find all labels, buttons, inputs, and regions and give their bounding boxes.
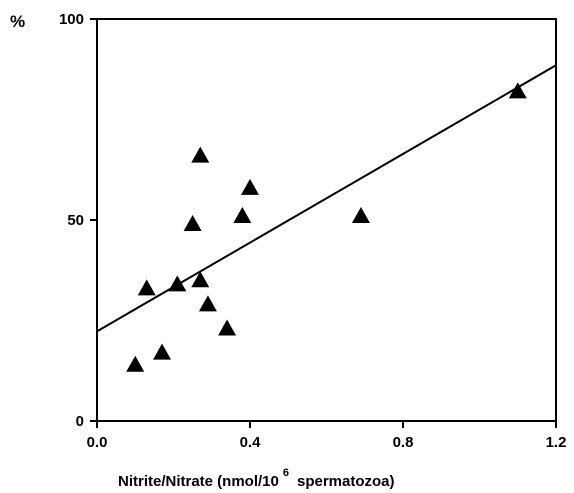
x-tick-label: 0.4 xyxy=(240,434,262,451)
axis-ticks xyxy=(90,18,557,428)
data-point-triangle xyxy=(153,343,172,360)
x-tick-label: 0.0 xyxy=(87,434,108,451)
data-point-triangle xyxy=(183,215,202,232)
x-axis-title: Nitrite/Nitrate (nmol/10 6 spermatozoa) xyxy=(118,467,395,490)
data-point-triangle xyxy=(351,206,370,223)
x-tick-label: 1.2 xyxy=(546,434,567,451)
data-point-triangle xyxy=(168,275,187,292)
x-axis-title-superscript: 6 xyxy=(283,467,289,479)
data-point-triangle xyxy=(233,206,252,223)
x-tick-label: 0.8 xyxy=(393,434,414,451)
y-tick-label: 100 xyxy=(59,11,84,28)
y-tick-label: 0 xyxy=(76,413,84,430)
y-axis-unit-label: % xyxy=(10,12,25,31)
data-point-triangle xyxy=(191,271,210,288)
data-point-triangle xyxy=(126,355,145,372)
axis-tick-labels: 0.0 0.4 0.8 1.2 0 50 100 xyxy=(59,11,566,451)
data-point-triangle xyxy=(137,279,156,296)
y-tick-label: 50 xyxy=(67,212,84,229)
regression-line xyxy=(96,64,557,333)
data-point-triangle xyxy=(241,178,259,195)
x-axis-title-rest: spermatozoa) xyxy=(297,473,395,490)
data-point-triangle xyxy=(508,82,527,99)
x-axis-title-main: Nitrite/Nitrate (nmol/10 xyxy=(118,473,279,490)
data-point-triangle xyxy=(191,146,210,163)
data-point-triangle xyxy=(218,319,237,336)
data-points xyxy=(126,82,527,372)
data-point-triangle xyxy=(198,295,217,312)
plot-area-frame xyxy=(96,18,557,422)
